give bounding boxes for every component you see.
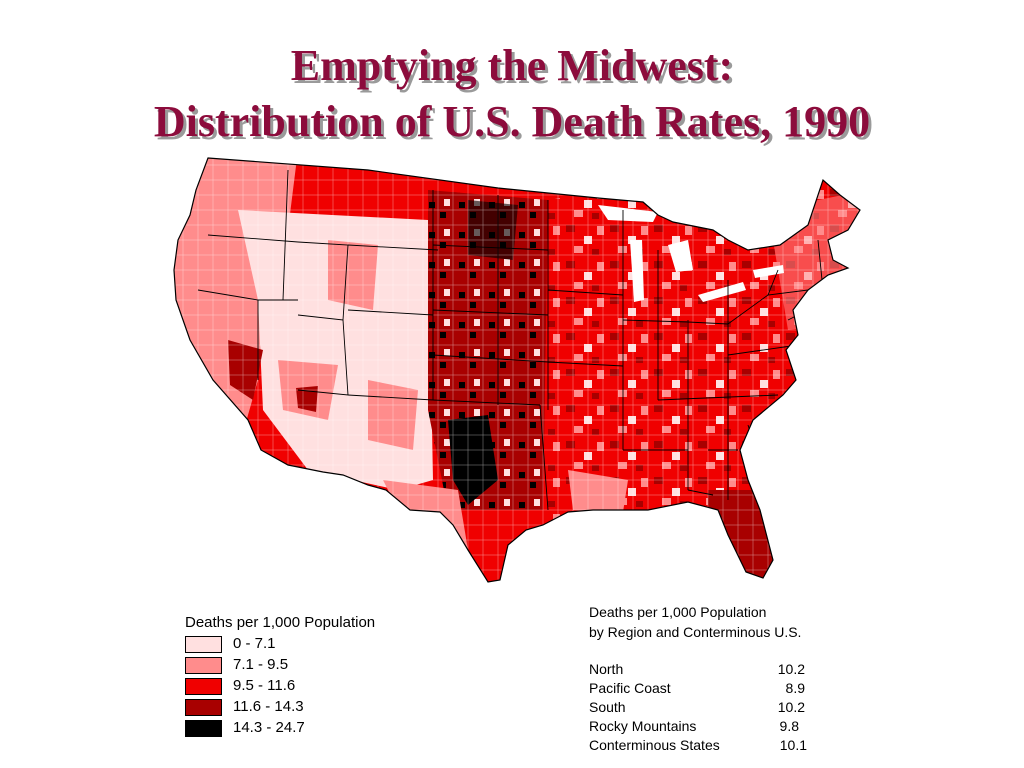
region-name: Rocky Mountains [589,718,697,734]
legend-title: Deaths per 1,000 Population [185,614,376,631]
legend-swatch [185,636,222,653]
legend-swatch [185,699,222,716]
regional-stat-row: North 10.2 [589,661,819,680]
legend-swatch [185,657,222,674]
slide-title-line-1: Emptying the Midwest: [290,41,734,90]
legend-label: 7.1 - 9.5 [233,656,289,673]
region-value: 8.9 [785,680,805,696]
region-value: 9.8 [779,718,799,734]
regional-stats-header: Deaths per 1,000 Population [589,604,767,620]
regional-stat-row: Pacific Coast 8.9 [589,680,819,699]
regional-stat-row: South 10.2 [589,699,819,718]
region-value: 10.1 [779,737,807,753]
legend-label: 9.5 - 11.6 [233,677,296,694]
legend-label: 14.3 - 24.7 [233,719,305,736]
region-name: South [589,699,626,715]
region-name: Conterminous States [589,737,720,753]
regional-stat-row: Rocky Mountains 9.8 [589,718,819,737]
legend-label: 11.6 - 14.3 [233,698,304,715]
region-value: 10.2 [777,661,805,677]
region-name: North [589,661,624,677]
region-value: 10.2 [777,699,805,715]
regional-stats-subheader: by Region and Conterminous U.S. [589,624,802,640]
region-name: Pacific Coast [589,680,671,696]
slide-title-line-2: Distribution of U.S. Death Rates, 1990 [153,97,871,146]
legend-swatch [185,720,222,737]
us-death-rate-choropleth-map [173,157,861,583]
legend-swatch [185,678,222,695]
legend-label: 0 - 7.1 [233,635,276,652]
regional-stat-row: Conterminous States 10.1 [589,737,819,756]
